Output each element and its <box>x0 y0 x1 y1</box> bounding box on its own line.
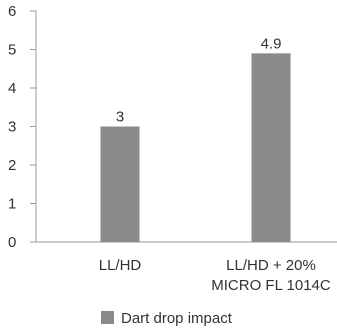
y-tick-label: 5 <box>8 42 16 59</box>
data-label: 4.9 <box>261 35 282 52</box>
legend-swatch <box>101 311 114 324</box>
data-label: 3 <box>116 109 124 126</box>
y-tick-label: 4 <box>8 80 16 97</box>
legend-label: Dart drop impact <box>121 310 233 327</box>
legend: Dart drop impact <box>101 310 233 327</box>
y-tick-label: 6 <box>8 3 16 20</box>
x-category-label: LL/HD + 20% <box>226 257 316 274</box>
y-tick-label: 3 <box>8 119 16 136</box>
bar <box>100 126 140 242</box>
x-category-label: LL/HD <box>99 257 142 274</box>
y-tick-label: 1 <box>8 196 16 213</box>
bars <box>100 53 291 242</box>
x-category-label: MICRO FL 1014C <box>211 277 331 294</box>
y-axis: 0 1 2 3 4 5 6 <box>8 3 37 251</box>
y-tick-label: 0 <box>8 234 16 251</box>
x-axis: LL/HD LL/HD + 20% MICRO FL 1014C <box>36 241 337 294</box>
bar <box>251 53 291 242</box>
y-tick-label: 2 <box>8 157 16 174</box>
data-labels: 34.9 <box>116 35 282 125</box>
